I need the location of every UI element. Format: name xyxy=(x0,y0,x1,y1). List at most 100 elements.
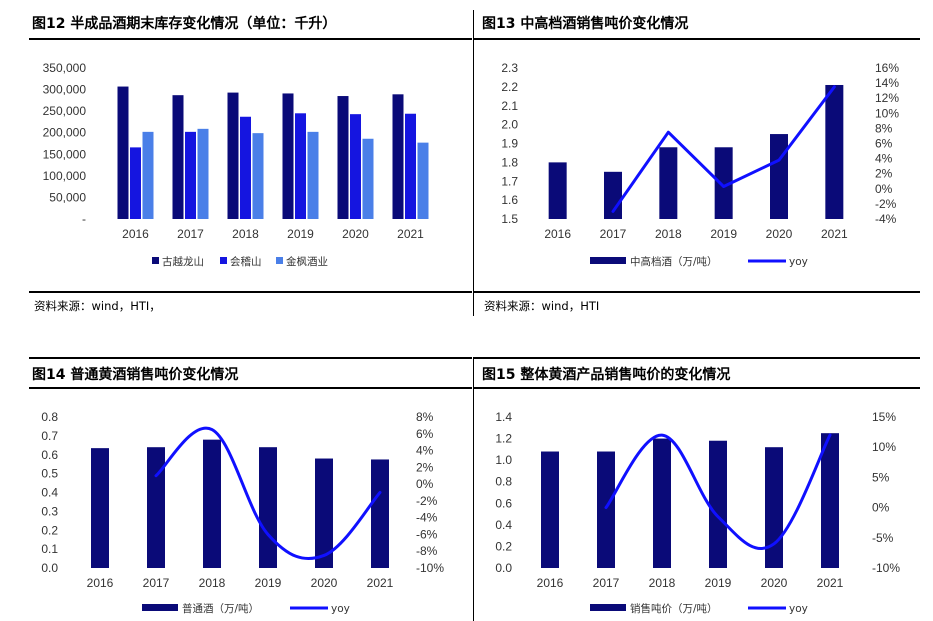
p15-x-tick-label: 2016 xyxy=(537,576,564,590)
p14-y-tick-label: 0.5 xyxy=(41,467,58,481)
p13-yoy-line xyxy=(611,85,836,213)
panel-divider-bottom xyxy=(473,357,474,621)
p14-y-tick-label: 0.2 xyxy=(41,523,58,537)
p12-x-tick-label: 2016 xyxy=(122,227,149,241)
p12-legend-label-2: 金枫酒业 xyxy=(286,255,328,268)
p13-legend-bar-swatch xyxy=(590,257,626,264)
p13-y-tick-label: 1.7 xyxy=(501,174,518,188)
p13-bar xyxy=(714,147,733,219)
p13-legend-line-label: yoy xyxy=(789,256,808,268)
chart-title-fig15: 图15 整体黄酒产品销售吨价的变化情况 xyxy=(482,367,731,383)
p15-legend-bar-swatch xyxy=(590,604,626,611)
p14-bar xyxy=(147,447,165,568)
p12-bar-1 xyxy=(130,147,141,219)
p12-bar-1 xyxy=(295,113,306,219)
p14-x-tick-label: 2019 xyxy=(255,576,282,590)
p12-x-tick-label: 2017 xyxy=(177,227,204,241)
p12-y-tick-label: 350,000 xyxy=(43,61,87,75)
p13-y-tick-label: 1.6 xyxy=(501,193,518,207)
p13-y-tick-label: 1.8 xyxy=(501,155,518,169)
p15-x-tick-label: 2021 xyxy=(817,576,844,590)
p12-bar-0 xyxy=(172,95,184,219)
p15-bar xyxy=(653,438,671,568)
p12-bar-2 xyxy=(142,131,154,219)
p15-bar xyxy=(765,447,783,568)
p13-y-tick-label: 2.0 xyxy=(501,118,518,132)
p14-x-tick-label: 2020 xyxy=(311,576,338,590)
title-rule-bottom-left xyxy=(29,357,472,359)
source-note-fig12: 资料来源：wind，HTI， xyxy=(34,299,161,313)
p14-legend-line-label: yoy xyxy=(331,603,350,615)
p14-y-tick-label: 0.6 xyxy=(41,448,58,462)
p13-bar xyxy=(825,84,844,219)
p13-y-tick-label: 2.2 xyxy=(501,80,518,94)
p14-x-tick-label: 2016 xyxy=(87,576,114,590)
p14-y2-tick-label: 4% xyxy=(416,444,434,458)
p12-y-tick-label: 100,000 xyxy=(43,169,87,183)
p14-bar xyxy=(203,439,221,568)
title-rule-top-right xyxy=(474,38,920,40)
p15-y-tick-label: 1.2 xyxy=(495,432,512,446)
p12-bar-0 xyxy=(227,92,239,219)
p12-bar-1 xyxy=(405,113,416,219)
p14-bar xyxy=(259,447,277,568)
p14-yoy-line xyxy=(154,426,382,560)
p13-y2-tick-label: 4% xyxy=(875,152,893,166)
p13-y2-tick-label: 12% xyxy=(875,91,899,105)
p15-bar xyxy=(821,433,839,568)
p13-x-tick-label: 2020 xyxy=(766,227,793,241)
p13-bar xyxy=(770,134,788,219)
chart-title-fig13: 图13 中高档酒销售吨价变化情况 xyxy=(482,16,689,32)
p12-bar-2 xyxy=(417,142,429,219)
p13-y2-tick-label: 10% xyxy=(875,106,899,120)
p14-y-tick-label: 0.4 xyxy=(41,486,58,500)
title-rule-top-left xyxy=(29,38,472,40)
p15-x-tick-label: 2020 xyxy=(761,576,788,590)
p14-x-tick-label: 2017 xyxy=(143,576,170,590)
p13-y2-tick-label: -4% xyxy=(875,212,897,226)
p14-y2-tick-label: -2% xyxy=(416,494,438,508)
p14-y2-tick-label: 0% xyxy=(416,477,434,491)
p13-bar xyxy=(659,147,678,219)
p13-x-tick-label: 2017 xyxy=(600,227,627,241)
p14-y2-tick-label: 8% xyxy=(416,410,434,424)
p12-legend-label-0: 古越龙山 xyxy=(162,255,204,268)
p15-bar xyxy=(597,451,615,568)
p12-bar-1 xyxy=(240,116,251,219)
source-rule-top-left xyxy=(29,291,472,293)
p12-bar-0 xyxy=(282,93,294,219)
p12-bar-2 xyxy=(252,133,264,219)
p13-x-tick-label: 2019 xyxy=(710,227,737,241)
p14-legend-bar-label: 普通酒（万/吨） xyxy=(182,602,259,615)
p15-legend-line-label: yoy xyxy=(789,603,808,615)
p14-bar xyxy=(371,459,389,568)
p13-legend-bar-label: 中高档酒（万/吨） xyxy=(630,255,718,268)
p12-y-tick-label: 150,000 xyxy=(43,147,87,161)
p15-bar xyxy=(709,440,727,568)
p14-bar xyxy=(91,448,109,568)
source-note-fig13: 资料来源：wind，HTI xyxy=(484,299,600,313)
p13-x-tick-label: 2021 xyxy=(821,227,848,241)
p13-y-tick-label: 1.9 xyxy=(501,137,518,151)
p13-y-tick-label: 2.3 xyxy=(501,61,518,75)
p13-y-tick-label: 1.5 xyxy=(501,212,518,226)
p14-y-tick-label: 0.1 xyxy=(41,542,58,556)
p14-y2-tick-label: 2% xyxy=(416,460,434,474)
p12-bar-0 xyxy=(117,86,129,220)
p15-y2-tick-label: -10% xyxy=(872,561,900,575)
p15-legend-bar-label: 销售吨价（万/吨） xyxy=(630,602,718,615)
p15-bar xyxy=(541,451,559,568)
title-rule-bottom-right xyxy=(474,357,920,359)
p15-y-tick-label: 0.2 xyxy=(495,539,512,553)
p12-bar-1 xyxy=(185,131,196,219)
p12-x-tick-label: 2019 xyxy=(287,227,314,241)
p14-y-tick-label: 0.0 xyxy=(41,561,58,575)
chart-title-fig14: 图14 普通黄酒销售吨价变化情况 xyxy=(32,367,239,383)
p15-y2-tick-label: -5% xyxy=(872,531,894,545)
p13-x-tick-label: 2016 xyxy=(544,227,571,241)
p15-y2-tick-label: 10% xyxy=(872,440,896,454)
p12-bar-2 xyxy=(362,138,374,219)
p12-legend-label-1: 会稽山 xyxy=(230,255,262,268)
p12-x-tick-label: 2021 xyxy=(397,227,424,241)
p15-x-tick-label: 2019 xyxy=(705,576,732,590)
